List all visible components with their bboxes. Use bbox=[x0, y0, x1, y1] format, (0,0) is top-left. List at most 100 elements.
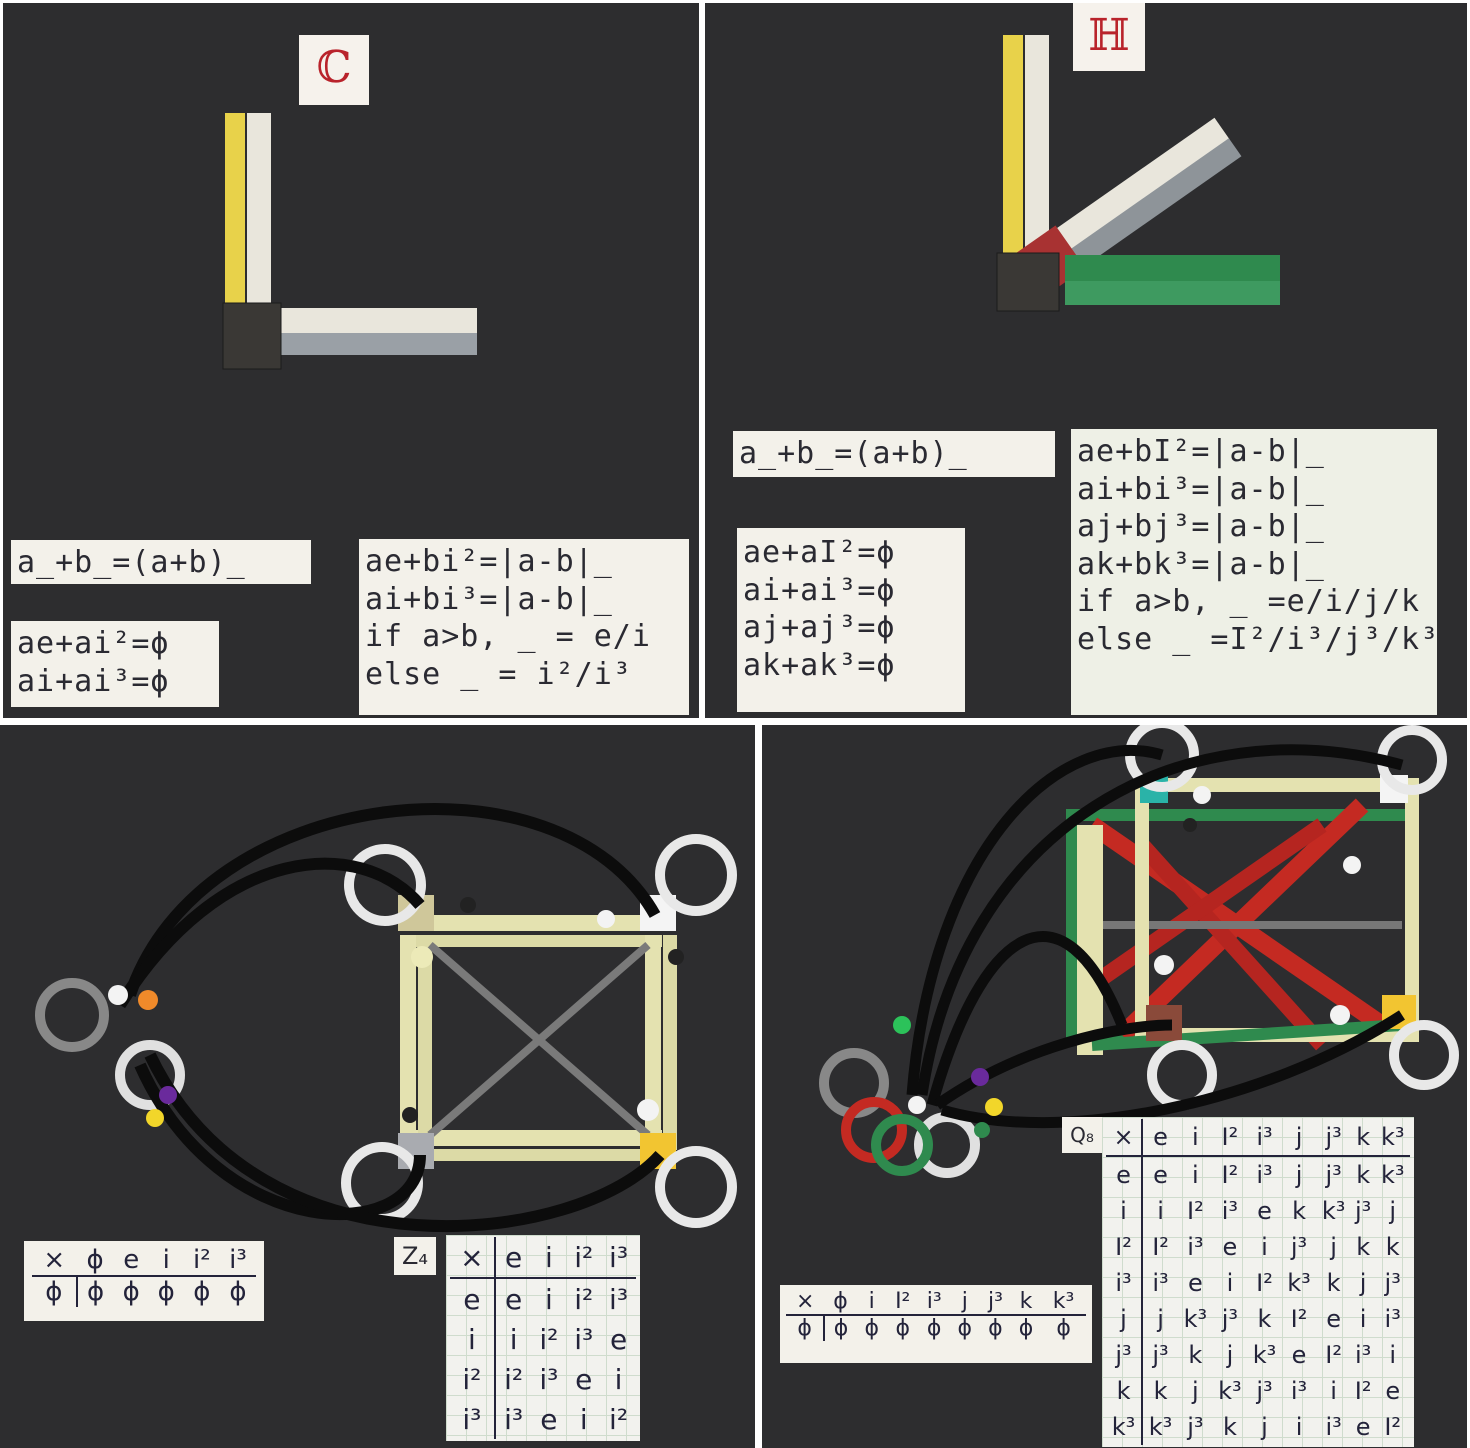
table-row: × e i I² i³ j j³ k k³ bbox=[1106, 1119, 1410, 1158]
table-cell: k bbox=[1010, 1289, 1042, 1316]
table-cell: j bbox=[1261, 1412, 1268, 1441]
black-cable bbox=[906, 745, 1164, 1096]
zero-line: aj+aj³=ϕ bbox=[743, 610, 896, 645]
table-cell: j³ bbox=[1256, 1377, 1273, 1405]
bead bbox=[668, 949, 684, 965]
black-cable bbox=[134, 1062, 426, 1220]
table-cell: i bbox=[614, 1362, 623, 1396]
bead bbox=[1330, 1005, 1350, 1025]
table-cell: e bbox=[1187, 1269, 1203, 1298]
zero-line: ak+ak³=ϕ bbox=[743, 647, 896, 683]
quaternion-symbol: ℍ bbox=[1088, 10, 1130, 61]
bead bbox=[402, 1107, 418, 1123]
table-row: ϕ ϕ ϕ ϕ ϕ ϕ bbox=[32, 1276, 256, 1307]
identity-line: a_+b_=(a+b)_ bbox=[17, 545, 246, 580]
table-cell: i³ bbox=[539, 1362, 559, 1396]
green-rod bbox=[1065, 281, 1280, 305]
rule-line: ak+bk³=|a-b|_ bbox=[1077, 546, 1325, 582]
table-cell: i³ bbox=[1106, 1265, 1144, 1302]
panel-quaternion: ℍ a_+b_=(a+b)_ ae+aI²=ϕ ai+ai³=ϕ aj+aj³=… bbox=[705, 3, 1467, 718]
frame-rod bbox=[412, 915, 662, 931]
complex-symbol-card: ℂ bbox=[299, 35, 369, 105]
bead bbox=[637, 1099, 659, 1121]
diagonal-white-rod bbox=[1050, 117, 1230, 254]
complex-rule-card: ae+bi²=|a-b|_ ai+bi³=|a-b|_ if a>b, _ = … bbox=[359, 539, 689, 715]
table-row: e e i I² i³ j j³ k k³ bbox=[1106, 1156, 1410, 1194]
table-cell: ϕ bbox=[864, 1316, 879, 1341]
table-cell: i bbox=[1330, 1377, 1337, 1405]
table-cell: ϕ bbox=[988, 1316, 1003, 1341]
frame-rod bbox=[412, 1130, 662, 1146]
quaternion-symbol-card: ℍ bbox=[1073, 3, 1145, 71]
table-cell: e bbox=[1153, 1161, 1168, 1190]
table-cell: ϕ bbox=[957, 1316, 973, 1341]
frame-rod bbox=[645, 935, 661, 1150]
loop bbox=[871, 1114, 933, 1176]
rule-line: ae+bI²=|a-b|_ bbox=[1077, 434, 1325, 469]
table-cell: × bbox=[1106, 1119, 1144, 1158]
table-row: i i i² i³ e bbox=[450, 1319, 636, 1360]
table-cell: I² bbox=[1384, 1412, 1402, 1441]
loop bbox=[115, 1040, 185, 1110]
table-cell: i³ bbox=[1187, 1233, 1204, 1262]
bead bbox=[1183, 818, 1197, 832]
table-cell: i bbox=[1295, 1412, 1303, 1441]
complex-identity-card: a_+b_=(a+b)_ bbox=[11, 540, 311, 584]
bead bbox=[908, 1096, 926, 1114]
table-cell: j bbox=[1389, 1197, 1397, 1226]
rule-line: ae+bi²=|a-b|_ bbox=[365, 544, 613, 579]
zero-line: ae+aI²=ϕ bbox=[743, 535, 896, 570]
table-cell: i bbox=[1178, 1119, 1213, 1158]
table-cell: i³ bbox=[609, 1282, 629, 1316]
table-cell: ϕ bbox=[926, 1316, 942, 1341]
table-cell: i³ bbox=[219, 1245, 256, 1277]
table-cell: k³ bbox=[1218, 1377, 1242, 1405]
black-cable bbox=[114, 857, 425, 1009]
table-cell: e bbox=[113, 1245, 149, 1277]
silver-rod bbox=[277, 333, 477, 355]
table-cell: j³ bbox=[1106, 1337, 1144, 1374]
table-cell: i³ bbox=[1221, 1197, 1239, 1226]
rule-line: if a>b, _ =e/i/j/k bbox=[1077, 584, 1421, 619]
table-cell: I² bbox=[1212, 1119, 1248, 1158]
table-cell: I² bbox=[1221, 1161, 1239, 1190]
panel-complex: ℂ a_+b_=(a+b)_ ae+ai²=ϕ ai+ai³=ϕ ae+bi²=… bbox=[3, 3, 699, 718]
table-cell: i bbox=[1226, 1269, 1234, 1298]
rule-line: else _ = i²/i³ bbox=[365, 656, 632, 692]
white-rod-horizontal bbox=[277, 308, 477, 334]
loop bbox=[655, 834, 737, 916]
z4-group-tag: Z₄ bbox=[394, 1237, 436, 1275]
table-cell: i² bbox=[183, 1245, 220, 1277]
table-cell: i² bbox=[539, 1322, 559, 1356]
table-cell: j³ bbox=[979, 1289, 1011, 1316]
black-cable bbox=[940, 1010, 1405, 1129]
table-cell: k bbox=[1356, 1161, 1371, 1190]
table-row: j³ j³ k j k³ e I² i³ i bbox=[1106, 1337, 1410, 1374]
bead bbox=[1193, 786, 1211, 804]
table-cell: k³ bbox=[1148, 1412, 1173, 1441]
table-row: i i I² i³ e k k³ j³ j bbox=[1106, 1193, 1410, 1230]
table-cell: e bbox=[1257, 1197, 1272, 1226]
loop bbox=[35, 978, 109, 1052]
table-cell: i bbox=[1192, 1161, 1199, 1190]
complex-symbol: ℂ bbox=[316, 42, 352, 93]
table-cell: k³ bbox=[1380, 1161, 1405, 1190]
table-row: i² i² i³ e i bbox=[450, 1359, 636, 1400]
z4-group-table-card: × e i i² i³ e e i i² i³ i i i² i³ e i² i² i³ e i i³ i³ e i i² bbox=[446, 1235, 640, 1441]
loop bbox=[1389, 1020, 1459, 1090]
q8-group-table: × e i I² i³ j j³ k k³ e e i I² i³ j j³ k k³ i i I² i³ e k k³ j³ j I… bbox=[1106, 1119, 1410, 1445]
table-cell: j bbox=[949, 1289, 980, 1316]
table-row: × ϕ e i i² i³ bbox=[32, 1245, 256, 1277]
table-row: × e i i² i³ bbox=[450, 1237, 636, 1280]
zero-line: ai+ai³=ϕ bbox=[743, 572, 896, 608]
table-cell: k bbox=[1257, 1305, 1272, 1334]
table-cell: ϕ bbox=[157, 1277, 175, 1307]
table-cell: j³ bbox=[1290, 1233, 1308, 1262]
table-cell: e bbox=[1291, 1341, 1307, 1370]
quaternion-rod-model bbox=[996, 35, 1280, 312]
panel-q8: × ϕ i I² i³ j j³ k k³ ϕ ϕ ϕ ϕ ϕ ϕ ϕ ϕ ϕ Q₈ × e i I² i³ j j³ k k³ e… bbox=[762, 725, 1467, 1448]
corner-block bbox=[222, 302, 282, 370]
bead bbox=[460, 897, 476, 913]
table-cell: I² bbox=[1354, 1377, 1372, 1405]
